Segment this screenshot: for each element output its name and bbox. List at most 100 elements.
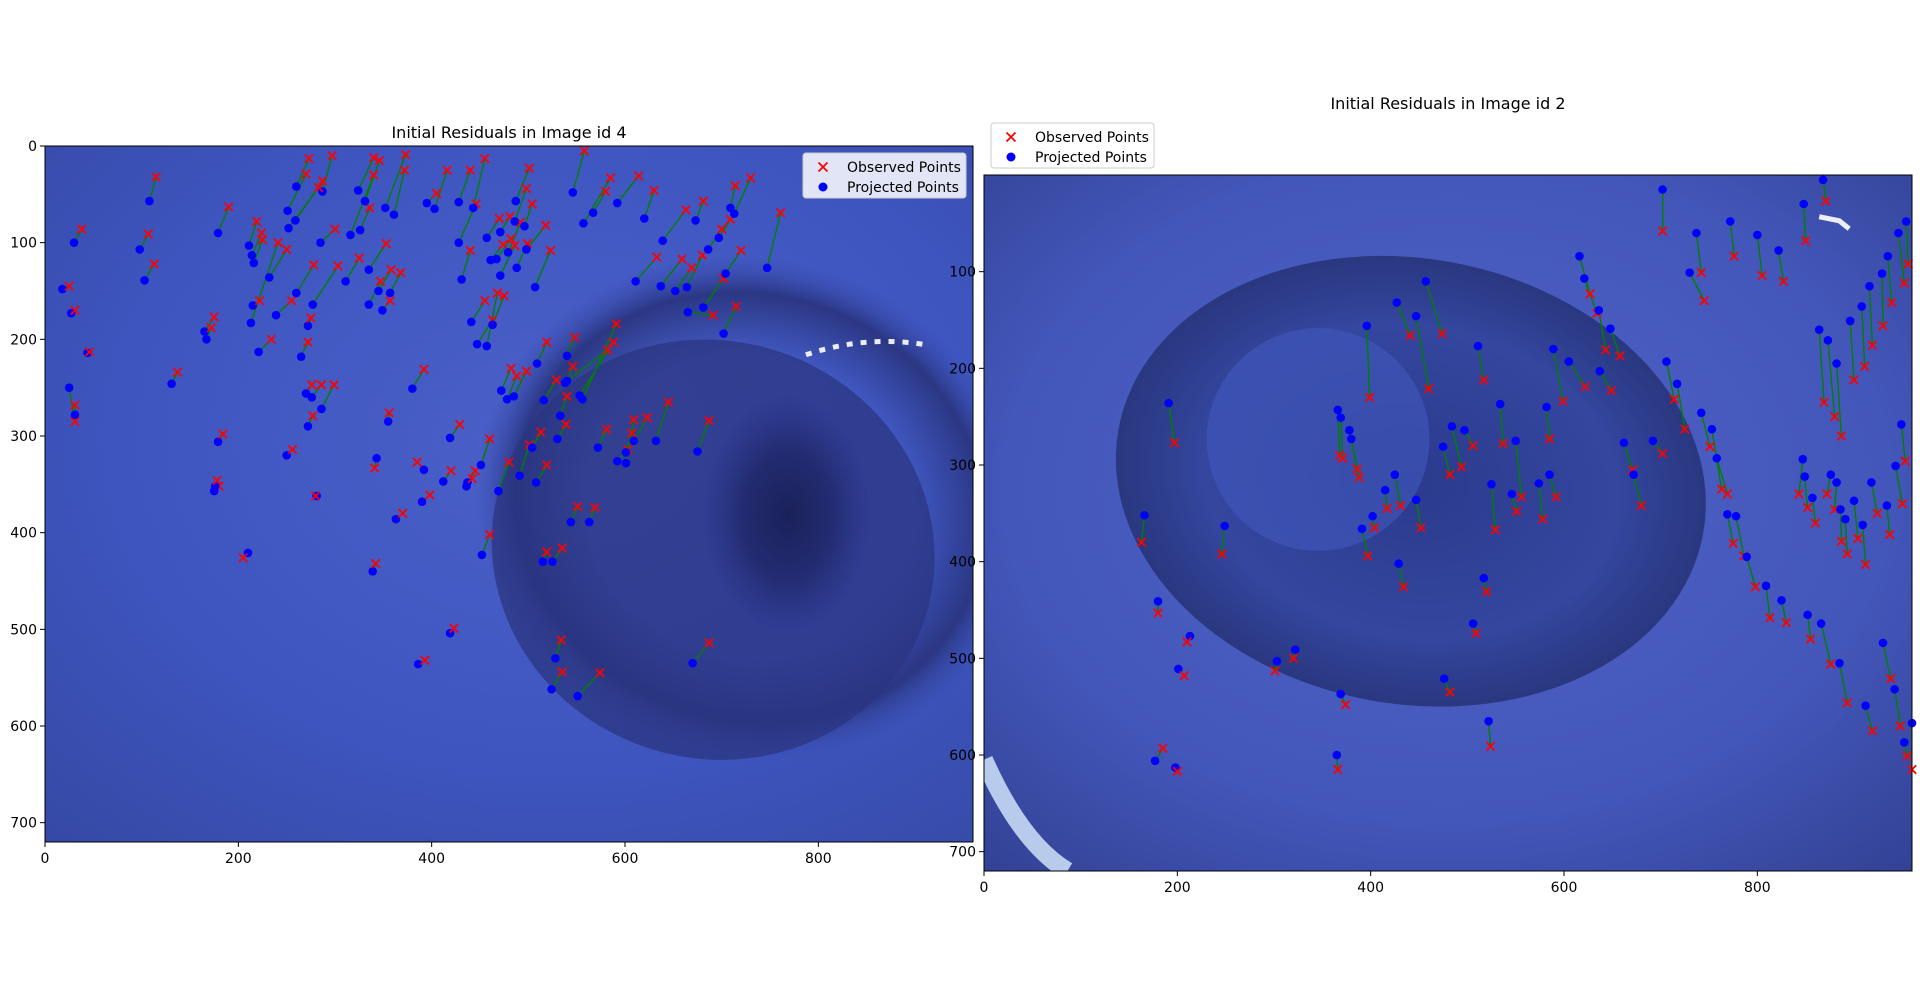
observed-point xyxy=(446,465,456,476)
projected-point xyxy=(1696,408,1706,418)
residual-line xyxy=(368,243,387,271)
projected-point xyxy=(640,214,649,223)
observed-point xyxy=(1872,508,1883,519)
projected-point xyxy=(1368,511,1377,521)
residual-line xyxy=(1862,524,1867,565)
residual-line xyxy=(1804,476,1809,508)
residual-line xyxy=(1538,483,1544,520)
projected-point xyxy=(496,386,506,395)
projected-point xyxy=(520,221,529,231)
y-tick-label: 700 xyxy=(10,816,37,832)
residual-line xyxy=(460,250,472,280)
y-tick-label: 0 xyxy=(28,139,37,155)
legend-observed-marker xyxy=(1005,131,1017,143)
projected-point xyxy=(476,460,486,470)
observed-point xyxy=(557,543,568,553)
residual-line xyxy=(1623,442,1634,471)
projected-point xyxy=(64,383,74,392)
projected-point xyxy=(374,286,383,296)
observed-point xyxy=(329,379,339,390)
observed-point xyxy=(1899,278,1910,289)
projected-point xyxy=(515,471,524,480)
observed-point xyxy=(1781,617,1792,628)
projected-point xyxy=(691,216,700,225)
projected-point xyxy=(167,379,176,389)
observed-point xyxy=(1416,522,1426,533)
x-tick-label: 400 xyxy=(418,851,445,867)
observed-point xyxy=(1606,385,1617,396)
observed-point xyxy=(561,419,571,430)
observed-point xyxy=(1172,766,1183,777)
observed-point xyxy=(499,290,510,301)
observed-point xyxy=(686,262,697,273)
observed-point xyxy=(1810,518,1821,528)
residual-line xyxy=(1568,361,1586,388)
observed-point xyxy=(172,367,183,378)
residual-line xyxy=(472,158,486,209)
observed-point xyxy=(1471,628,1481,639)
observed-point xyxy=(370,558,381,569)
residual-line xyxy=(1499,404,1504,444)
observed-point xyxy=(652,252,662,263)
point-markers-image-2 xyxy=(1136,175,1917,777)
projected-point xyxy=(1774,246,1783,255)
projected-point xyxy=(494,486,503,496)
projected-point xyxy=(368,567,378,576)
observed-point xyxy=(569,332,580,343)
projected-point xyxy=(511,196,521,206)
observed-point xyxy=(504,457,514,467)
legend-projected-marker xyxy=(1006,152,1016,162)
x-tick-label: 800 xyxy=(805,851,832,867)
observed-point xyxy=(1636,500,1647,511)
projected-point xyxy=(213,437,223,447)
residual-line xyxy=(514,188,528,222)
residual-line xyxy=(662,209,687,242)
x-tick-label: 200 xyxy=(1164,880,1191,896)
observed-point xyxy=(545,245,556,256)
x-tick-label: 600 xyxy=(1551,880,1578,896)
projected-point xyxy=(1662,357,1671,366)
legend-image-2: Observed Points Projected Points xyxy=(990,122,1155,169)
projected-point xyxy=(612,456,622,466)
projected-point xyxy=(1883,251,1893,261)
x-tick-label: 600 xyxy=(612,851,639,867)
observed-point xyxy=(1819,397,1829,408)
projected-point xyxy=(1468,619,1478,628)
projected-point xyxy=(445,433,455,443)
residual-line xyxy=(491,295,505,326)
observed-point xyxy=(1878,320,1888,331)
residual-line xyxy=(1897,232,1905,284)
observed-point xyxy=(354,253,365,263)
projected-point xyxy=(454,197,464,207)
projected-point xyxy=(578,394,587,404)
projected-point xyxy=(292,182,301,191)
residual-line xyxy=(1818,329,1825,403)
projected-point xyxy=(1723,510,1732,519)
projected-point xyxy=(271,310,281,320)
observed-point xyxy=(251,216,262,227)
observed-point xyxy=(608,337,619,348)
projected-point xyxy=(566,517,576,527)
projected-point xyxy=(254,347,263,357)
projected-point xyxy=(248,301,258,310)
residual-line xyxy=(1442,446,1451,475)
y-tick-label: 100 xyxy=(10,236,37,252)
observed-point xyxy=(1153,608,1163,618)
projected-point xyxy=(502,394,512,404)
observed-point xyxy=(281,244,292,255)
observed-point xyxy=(1169,437,1180,448)
observed-point xyxy=(1884,529,1895,540)
observed-point xyxy=(212,475,222,486)
observed-point xyxy=(1157,743,1168,754)
lumen-fold xyxy=(1206,328,1430,551)
observed-point xyxy=(1182,637,1192,647)
projected-point xyxy=(539,395,549,405)
projected-point xyxy=(1362,321,1372,331)
observed-point xyxy=(1895,721,1906,731)
residual-line xyxy=(1870,482,1878,514)
residual-line xyxy=(268,249,288,278)
observed-point xyxy=(1867,340,1878,350)
residual-line xyxy=(499,245,516,276)
x-tick-label: 0 xyxy=(980,880,989,896)
projected-point xyxy=(457,275,466,284)
